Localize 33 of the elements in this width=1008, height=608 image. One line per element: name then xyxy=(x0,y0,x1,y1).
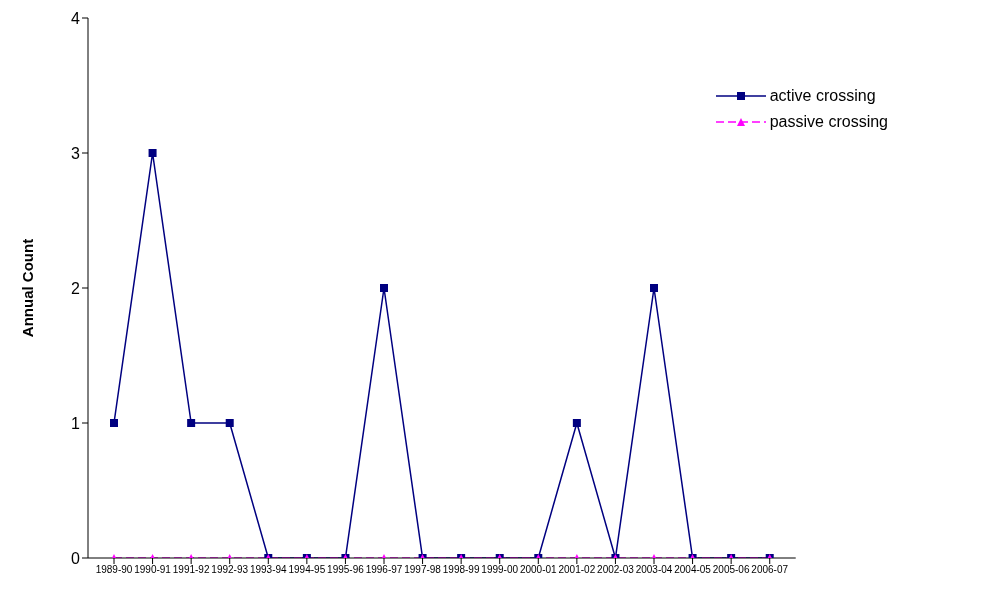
y-axis-title: Annual Count xyxy=(19,238,37,338)
x-tick-label: 1994-95 xyxy=(288,564,326,576)
y-tick-label: 0 xyxy=(71,549,81,567)
x-tick-label: 1998-99 xyxy=(442,564,480,576)
point xyxy=(110,419,118,427)
x-tick-label: 1990-91 xyxy=(134,564,172,576)
x-tick-label: 2004-05 xyxy=(674,564,712,576)
x-tick-label: 1992-93 xyxy=(211,564,249,576)
y-tick-label: 2 xyxy=(71,279,81,297)
y-tick-label: 1 xyxy=(71,414,81,432)
x-tick-label: 2003-04 xyxy=(635,564,673,576)
x-tick-label: 2002-03 xyxy=(597,564,635,576)
point xyxy=(187,419,196,427)
x-tick-label: 2006-07 xyxy=(751,564,789,576)
x-tick-label: 1989-90 xyxy=(95,564,133,576)
y-tick-label: 4 xyxy=(71,9,81,27)
x-tick-label: 1993-94 xyxy=(249,564,288,576)
point xyxy=(650,284,658,292)
x-tick-label: 2005-06 xyxy=(712,564,750,576)
point xyxy=(572,419,581,427)
point xyxy=(148,149,157,157)
x-tick-label: 2000-01 xyxy=(519,564,558,576)
point xyxy=(225,419,234,427)
x-tick-label: 1997-98 xyxy=(404,564,442,576)
x-tick-label: 1995-96 xyxy=(327,564,365,576)
y-tick-label: 3 xyxy=(71,144,81,162)
x-tick-label: 2001-02 xyxy=(558,564,596,576)
x-tick-label: 1999-00 xyxy=(481,564,519,576)
legend-label: passive crossing xyxy=(769,113,888,131)
point xyxy=(380,284,388,292)
x-tick-label: 1991-92 xyxy=(172,564,210,576)
x-tick-label: 1996-97 xyxy=(365,564,403,576)
legend-label: active crossing xyxy=(769,87,876,105)
